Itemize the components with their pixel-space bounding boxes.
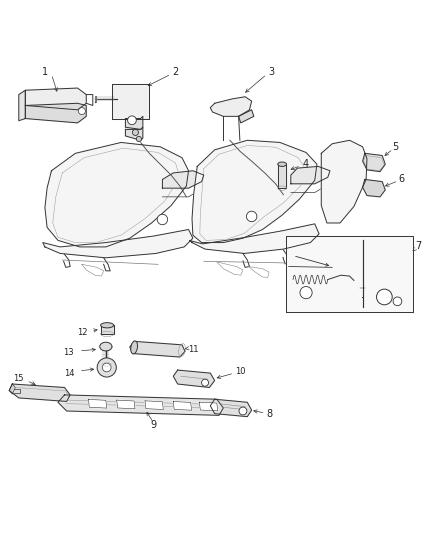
Text: 12: 12	[77, 328, 87, 337]
Polygon shape	[239, 110, 254, 123]
Circle shape	[127, 116, 136, 125]
Polygon shape	[43, 230, 193, 258]
Polygon shape	[363, 154, 385, 172]
Ellipse shape	[278, 162, 286, 166]
Text: 8: 8	[266, 409, 272, 419]
Circle shape	[300, 287, 312, 298]
Polygon shape	[130, 341, 185, 357]
Polygon shape	[125, 127, 143, 140]
Circle shape	[377, 289, 392, 305]
Polygon shape	[45, 142, 188, 247]
Polygon shape	[145, 401, 163, 409]
Text: 9: 9	[151, 421, 157, 430]
Text: 3: 3	[268, 67, 274, 77]
Polygon shape	[363, 180, 385, 197]
Polygon shape	[189, 224, 319, 254]
Text: 10: 10	[236, 367, 246, 376]
Polygon shape	[25, 88, 86, 110]
Polygon shape	[9, 384, 70, 401]
Polygon shape	[101, 325, 114, 334]
Ellipse shape	[101, 322, 114, 328]
Circle shape	[102, 363, 111, 372]
Polygon shape	[173, 370, 215, 387]
Polygon shape	[58, 395, 223, 415]
Circle shape	[247, 211, 257, 222]
Ellipse shape	[131, 341, 138, 354]
Circle shape	[78, 108, 85, 115]
Polygon shape	[125, 116, 143, 130]
Polygon shape	[210, 399, 252, 417]
Circle shape	[97, 358, 116, 377]
Text: 14: 14	[64, 369, 74, 377]
Polygon shape	[278, 164, 286, 188]
Text: 6: 6	[399, 174, 405, 184]
Polygon shape	[286, 236, 413, 312]
Polygon shape	[88, 399, 107, 408]
Polygon shape	[113, 84, 149, 118]
Circle shape	[132, 130, 138, 135]
Circle shape	[201, 379, 208, 386]
Polygon shape	[25, 103, 86, 123]
Text: 11: 11	[187, 345, 198, 354]
Polygon shape	[192, 140, 317, 243]
Text: 15: 15	[14, 374, 24, 383]
Polygon shape	[19, 90, 25, 120]
Polygon shape	[9, 384, 15, 394]
Polygon shape	[210, 97, 252, 116]
Text: 13: 13	[64, 348, 74, 357]
Circle shape	[136, 136, 141, 142]
Polygon shape	[291, 166, 330, 184]
Circle shape	[393, 297, 402, 305]
Text: 7: 7	[415, 240, 421, 251]
Circle shape	[157, 214, 168, 225]
Polygon shape	[95, 96, 96, 102]
Text: 2: 2	[172, 67, 179, 77]
Text: 1: 1	[42, 67, 48, 77]
Polygon shape	[173, 401, 191, 410]
Text: 5: 5	[392, 142, 399, 152]
Polygon shape	[162, 171, 204, 188]
Polygon shape	[199, 402, 218, 411]
Text: 4: 4	[303, 159, 309, 169]
Ellipse shape	[100, 342, 112, 351]
Polygon shape	[117, 400, 135, 409]
Polygon shape	[321, 140, 367, 223]
Circle shape	[239, 407, 247, 415]
